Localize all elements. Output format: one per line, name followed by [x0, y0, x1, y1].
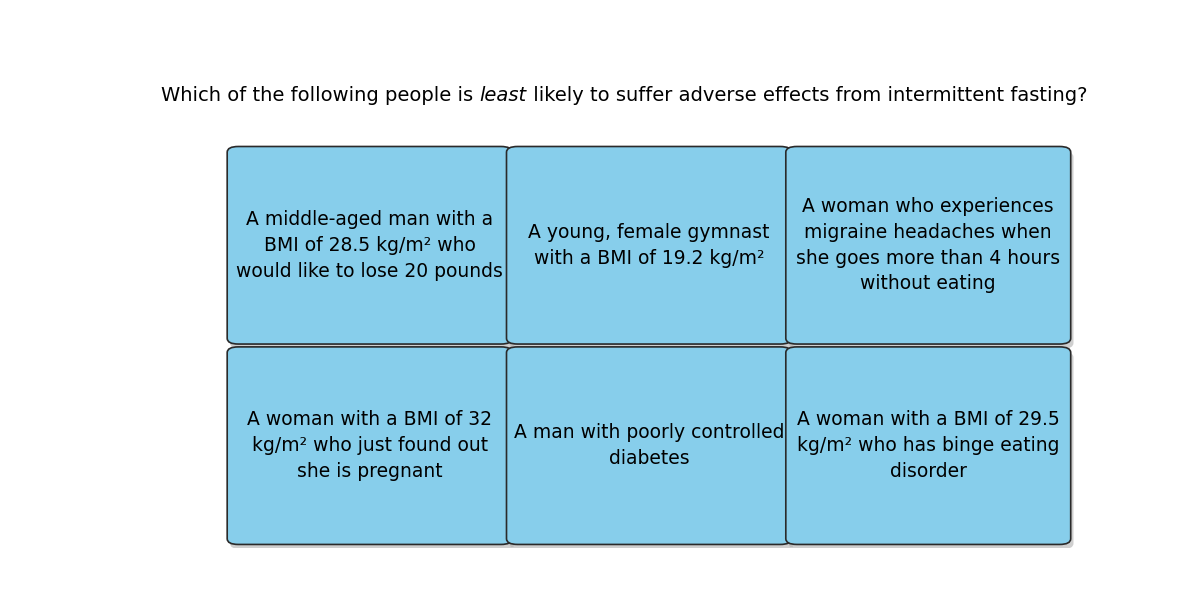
Text: A woman with a BMI of 29.5
kg/m² who has binge eating
disorder: A woman with a BMI of 29.5 kg/m² who has…	[797, 410, 1060, 481]
FancyBboxPatch shape	[509, 152, 794, 349]
Text: Which of the following people is: Which of the following people is	[161, 86, 480, 105]
FancyBboxPatch shape	[788, 152, 1074, 349]
FancyBboxPatch shape	[786, 147, 1070, 344]
Text: A middle-aged man with a
BMI of 28.5 kg/m² who
would like to lose 20 pounds: A middle-aged man with a BMI of 28.5 kg/…	[236, 210, 503, 280]
FancyBboxPatch shape	[227, 347, 512, 545]
FancyBboxPatch shape	[506, 147, 791, 344]
Text: least: least	[480, 86, 527, 105]
FancyBboxPatch shape	[788, 352, 1074, 549]
FancyBboxPatch shape	[506, 347, 791, 545]
Text: A woman with a BMI of 32
kg/m² who just found out
she is pregnant: A woman with a BMI of 32 kg/m² who just …	[247, 410, 492, 481]
FancyBboxPatch shape	[230, 352, 515, 549]
Text: A woman who experiences
migraine headaches when
she goes more than 4 hours
witho: A woman who experiences migraine headach…	[796, 197, 1061, 293]
FancyBboxPatch shape	[227, 147, 512, 344]
Text: likely to suffer adverse effects from intermittent fasting?: likely to suffer adverse effects from in…	[527, 86, 1087, 105]
FancyBboxPatch shape	[786, 347, 1070, 545]
FancyBboxPatch shape	[509, 352, 794, 549]
Text: A man with poorly controlled
diabetes: A man with poorly controlled diabetes	[514, 423, 784, 468]
FancyBboxPatch shape	[230, 152, 515, 349]
Text: A young, female gymnast
with a BMI of 19.2 kg/m²: A young, female gymnast with a BMI of 19…	[528, 223, 769, 267]
